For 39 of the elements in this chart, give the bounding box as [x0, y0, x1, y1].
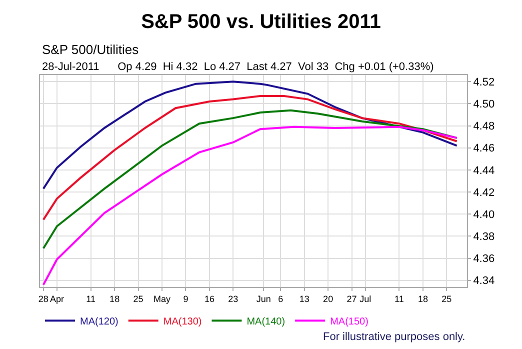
x-tick-label: Jun: [256, 294, 271, 304]
x-tick-label: May: [153, 294, 171, 304]
legend-label: MA(130): [163, 316, 202, 328]
x-tick-label: 13: [299, 294, 310, 304]
y-tick-label: 4.46: [473, 142, 495, 155]
x-tick-label: 25: [133, 294, 144, 304]
legend-label: MA(150): [330, 316, 368, 328]
y-tick-label: 4.52: [473, 76, 495, 88]
legend-label: MA(140): [246, 316, 286, 328]
x-tick-label: 9: [183, 294, 188, 304]
y-tick-label: 4.38: [473, 231, 495, 244]
x-tick-label: Jul: [360, 294, 372, 304]
text: 28-Jul-2011 Op 4.29 Hi 4.32 Lo 4.27 Last 4.27 Vol 33 Chg +0.01 (+0.33%): [42, 61, 434, 73]
x-tick-label: 25: [442, 294, 452, 304]
x-tick-label: Apr: [50, 294, 64, 304]
x-tick-label: 20: [323, 294, 334, 304]
chart-title: S&P 500 vs. Utilities 2011: [141, 10, 381, 33]
x-tick-label: 11: [394, 294, 404, 304]
y-tick-label: 4.48: [473, 120, 495, 133]
x-tick-label: 27: [346, 294, 357, 304]
y-tick-label: 4.42: [473, 186, 495, 199]
y-tick-label: 4.40: [473, 208, 495, 221]
y-tick-label: 4.36: [473, 253, 495, 266]
legend-label: MA(120): [80, 316, 118, 328]
line-series: [42, 80, 458, 190]
x-tick-label: 16: [204, 294, 214, 304]
x-tick-label: 18: [110, 294, 120, 304]
chart-subtitle: S&P 500/Utilities: [42, 42, 140, 57]
x-tick-label: 6: [278, 294, 284, 304]
text: For illustrative purposes only.: [323, 331, 466, 343]
y-tick-label: 4.44: [473, 164, 495, 177]
x-tick-label: 23: [228, 294, 238, 304]
x-tick-label: 11: [86, 294, 96, 304]
y-tick-label: 4.34: [473, 275, 495, 288]
x-tick-label: 18: [418, 294, 428, 304]
line-series: [42, 126, 458, 286]
line-series: [42, 94, 458, 221]
x-tick-label: 28: [38, 294, 48, 304]
y-tick-label: 4.50: [473, 98, 495, 111]
